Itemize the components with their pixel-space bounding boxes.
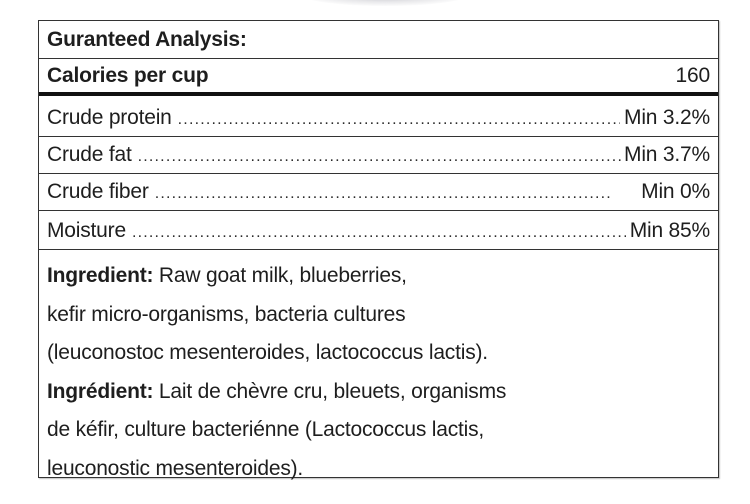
- nutrient-value: Min 85%: [629, 218, 711, 242]
- dot-leader: ........................................…: [131, 223, 626, 241]
- calories-label: Calories per cup: [47, 63, 209, 87]
- nutrient-row-crude-fat: Crude fat ..............................…: [39, 137, 718, 174]
- nutrient-value: Min 3.7%: [624, 143, 710, 166]
- ingredients-fr-line-1: Ingrédient: Lait de chèvre cru, bleuets,…: [47, 373, 710, 412]
- nutrient-value: Min 0%: [641, 180, 710, 203]
- calories-value: 160: [675, 63, 711, 87]
- nutrient-row-crude-protein: Crude protein ..........................…: [39, 100, 718, 137]
- ingredients-fr-heading: Ingrédient:: [47, 379, 154, 403]
- calories-row: Calories per cup 160: [39, 59, 718, 96]
- ingredients-fr-line-2: de kéfir, culture bacteriénne (Lactococc…: [47, 418, 485, 441]
- nutrient-name: Crude fat: [47, 143, 132, 166]
- nutrient-row-moisture: Moisture ...............................…: [39, 212, 718, 250]
- nutrient-value: Min 3.2%: [624, 106, 710, 129]
- ingredients-en-heading: Ingredient:: [47, 264, 154, 287]
- decorative-shadow: [300, 0, 470, 6]
- dot-leader: ........................................…: [137, 148, 622, 165]
- ingredients-en-line-2: kefir micro-organisms, bacteria cultures: [47, 302, 406, 326]
- table-title: Guranteed Analysis:: [47, 27, 247, 51]
- ingredients-section: Ingredient: Raw goat milk, blueberries, …: [39, 251, 718, 480]
- nutrient-name: Moisture: [47, 218, 126, 242]
- ingredients-en-line-1: Ingredient: Raw goat milk, blueberries,: [47, 257, 710, 296]
- nutrient-name: Crude protein: [47, 106, 172, 129]
- guaranteed-analysis-table: Guranteed Analysis: Calories per cup 160…: [38, 20, 719, 480]
- ingredients-en-line-3: (leuconostoc mesenteroides, lactococcus …: [47, 341, 488, 364]
- dot-leader: ........................................…: [177, 111, 620, 128]
- ingredients-fr-line-3: leuconostic mesenteroides).: [47, 456, 304, 480]
- ingredients-en-text: Raw goat milk, blueberries,: [153, 264, 407, 287]
- ingredients-fr-text: Lait de chèvre cru, bleuets, organisms: [153, 379, 507, 403]
- nutrient-name: Crude fiber: [47, 180, 149, 203]
- table-title-row: Guranteed Analysis:: [39, 21, 718, 59]
- dot-leader: ........................................…: [154, 185, 613, 202]
- nutrient-row-crude-fiber: Crude fiber ............................…: [39, 174, 718, 211]
